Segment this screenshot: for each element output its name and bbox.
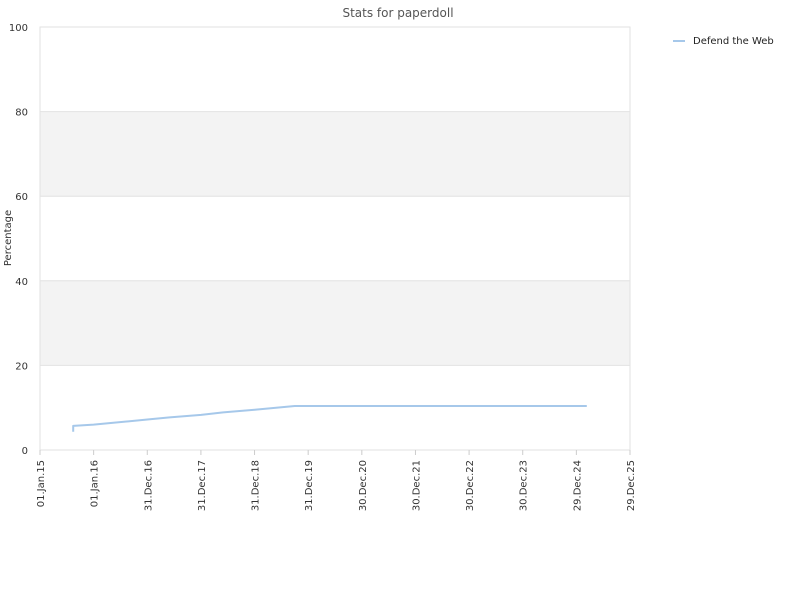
x-tick-label: 29.Dec.25 bbox=[626, 460, 637, 511]
series-lines bbox=[72, 405, 587, 432]
chart-title: Stats for paperdoll bbox=[342, 6, 453, 20]
x-tick-label: 30.Dec.20 bbox=[358, 460, 369, 511]
y-axis-label: Percentage bbox=[3, 210, 14, 266]
y-tick-label: 40 bbox=[15, 277, 28, 288]
y-tick-label: 100 bbox=[9, 23, 28, 34]
x-tick-label: 01.Jan.16 bbox=[90, 460, 101, 507]
plot-area-border bbox=[39, 26, 631, 451]
series-line bbox=[72, 405, 587, 432]
x-tick-label: 29.Dec.24 bbox=[572, 460, 583, 511]
grid-lines bbox=[40, 26, 630, 451]
plot-band bbox=[40, 111, 630, 197]
x-tick-label: 30.Dec.22 bbox=[465, 460, 476, 511]
legend-label: Defend the Web bbox=[693, 36, 774, 47]
x-axis-ticks: 01.Jan.15 01.Jan.16 31.Dec.16 31.Dec.17 31.D… bbox=[36, 450, 637, 511]
x-tick-label: 01.Jan.15 bbox=[36, 460, 47, 507]
y-tick-label: 20 bbox=[15, 361, 28, 372]
y-tick-label: 0 bbox=[22, 446, 28, 457]
x-tick-label: 31.Dec.18 bbox=[251, 460, 262, 511]
x-tick-label: 31.Dec.19 bbox=[304, 460, 315, 511]
x-tick-label: 31.Dec.17 bbox=[197, 460, 208, 511]
y-tick-label: 60 bbox=[15, 192, 28, 203]
x-tick-label: 30.Dec.23 bbox=[519, 460, 530, 511]
x-tick-label: 30.Dec.21 bbox=[411, 460, 422, 511]
y-tick-label: 80 bbox=[15, 108, 28, 119]
x-tick-label: 31.Dec.16 bbox=[143, 460, 154, 511]
legend[interactable]: Defend the Web bbox=[673, 36, 774, 47]
plot-band bbox=[40, 280, 630, 366]
plot-bands bbox=[40, 111, 630, 366]
y-axis-ticks: 0 20 40 60 80 100 bbox=[9, 23, 28, 457]
